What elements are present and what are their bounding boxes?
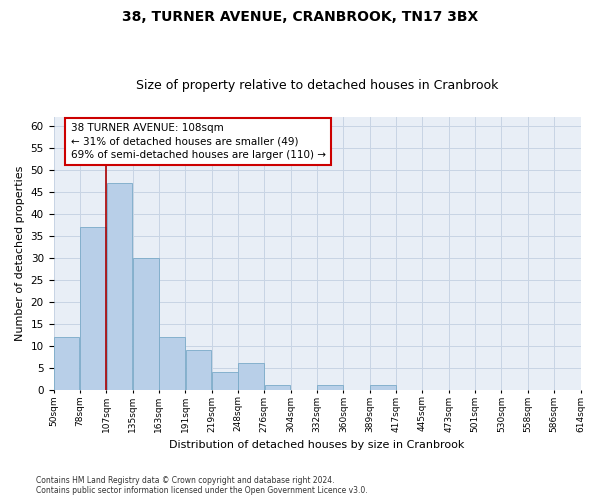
Bar bbox=[370, 386, 395, 390]
Bar bbox=[265, 386, 290, 390]
Text: 38, TURNER AVENUE, CRANBROOK, TN17 3BX: 38, TURNER AVENUE, CRANBROOK, TN17 3BX bbox=[122, 10, 478, 24]
Bar bbox=[54, 337, 79, 390]
Y-axis label: Number of detached properties: Number of detached properties bbox=[15, 166, 25, 341]
Bar bbox=[185, 350, 211, 390]
Text: 38 TURNER AVENUE: 108sqm
← 31% of detached houses are smaller (49)
69% of semi-d: 38 TURNER AVENUE: 108sqm ← 31% of detach… bbox=[71, 124, 326, 160]
Bar bbox=[238, 364, 264, 390]
Bar bbox=[317, 386, 343, 390]
Bar bbox=[107, 183, 132, 390]
Bar bbox=[133, 258, 158, 390]
Bar bbox=[80, 227, 106, 390]
Bar bbox=[212, 372, 238, 390]
Bar bbox=[160, 337, 185, 390]
Text: Contains HM Land Registry data © Crown copyright and database right 2024.
Contai: Contains HM Land Registry data © Crown c… bbox=[36, 476, 368, 495]
Title: Size of property relative to detached houses in Cranbrook: Size of property relative to detached ho… bbox=[136, 79, 498, 92]
X-axis label: Distribution of detached houses by size in Cranbrook: Distribution of detached houses by size … bbox=[169, 440, 465, 450]
